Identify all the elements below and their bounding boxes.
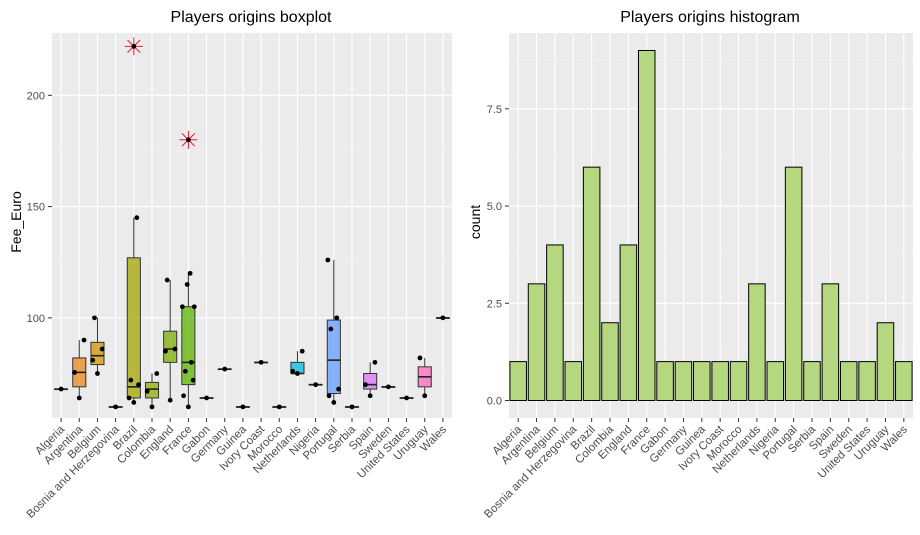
- data-point: [149, 404, 155, 410]
- histogram-y-axis-label: count: [467, 205, 483, 239]
- data-point: [58, 386, 64, 392]
- y-tick-label: 2.5: [487, 298, 502, 310]
- data-point: [113, 404, 119, 410]
- histogram-bar: [527, 283, 546, 402]
- histogram-panel: Players origins histogram count 0.0 2.5 5.…: [467, 9, 913, 521]
- plot-background: [509, 33, 913, 418]
- data-point: [90, 357, 96, 363]
- data-point: [144, 388, 150, 394]
- histogram-bar: [674, 361, 693, 402]
- data-point: [172, 346, 178, 352]
- data-point: [72, 369, 77, 375]
- data-point: [154, 371, 160, 376]
- data-point: [331, 400, 337, 405]
- histogram-bar: [858, 361, 876, 402]
- histogram-bar: [766, 361, 785, 402]
- data-point: [126, 395, 132, 401]
- data-point: [128, 377, 134, 383]
- data-point: [134, 215, 140, 221]
- data-point: [204, 395, 209, 401]
- box-body: [326, 319, 341, 395]
- histogram-title: Players origins histogram: [620, 9, 800, 26]
- data-point: [99, 346, 105, 352]
- data-point: [164, 277, 170, 283]
- data-point: [184, 282, 190, 287]
- data-point: [240, 404, 246, 410]
- data-point: [180, 304, 185, 310]
- y-tick-label: 5.0: [487, 201, 502, 213]
- histogram-bar: [803, 361, 821, 402]
- histogram-bar: [821, 283, 840, 402]
- boxplot-y-axis-label: Fee_Euro: [8, 191, 24, 253]
- data-point: [326, 393, 332, 399]
- histogram-bar: [619, 244, 638, 401]
- histogram-bar: [784, 166, 803, 401]
- outlier-point: [185, 137, 191, 143]
- data-point: [417, 355, 423, 361]
- boxplot-panel: Players origins boxplot Fee_Euro 100 150 2…: [8, 9, 452, 521]
- data-point: [336, 386, 341, 392]
- histogram-bar: [546, 244, 564, 401]
- histogram-bar: [601, 322, 619, 402]
- data-point: [182, 368, 188, 374]
- data-point: [363, 382, 368, 388]
- histogram-bar: [839, 361, 858, 402]
- data-point: [328, 326, 334, 332]
- histogram-bar: [748, 283, 766, 402]
- data-point: [334, 315, 340, 321]
- data-point: [404, 395, 409, 401]
- data-point: [136, 382, 141, 388]
- data-point: [76, 395, 82, 401]
- histogram-bar: [637, 50, 656, 401]
- data-point: [349, 404, 355, 410]
- data-point: [313, 382, 319, 388]
- data-point: [258, 359, 264, 365]
- data-point: [422, 393, 428, 399]
- data-point: [276, 404, 282, 410]
- y-tick-label: 150: [27, 202, 45, 214]
- boxplot-title: Players origins boxplot: [171, 9, 333, 26]
- histogram-bar: [564, 361, 583, 402]
- box-body: [181, 306, 196, 386]
- data-point: [92, 315, 97, 321]
- data-point: [290, 368, 296, 374]
- data-point: [81, 337, 87, 343]
- histogram-bar: [582, 166, 601, 401]
- y-tick-label: 0.0: [487, 396, 502, 408]
- data-point: [191, 304, 197, 310]
- data-point: [131, 400, 137, 405]
- box-body: [126, 257, 141, 399]
- histogram-bar: [729, 361, 748, 402]
- data-point: [222, 366, 228, 372]
- histogram-bar: [693, 361, 711, 402]
- data-point: [325, 257, 331, 263]
- data-point: [367, 393, 373, 399]
- data-point: [190, 377, 196, 383]
- data-point: [185, 404, 191, 410]
- data-point: [372, 359, 378, 365]
- data-point: [95, 371, 100, 376]
- data-point: [299, 348, 305, 354]
- data-point: [163, 348, 168, 354]
- histogram-bar: [656, 361, 674, 402]
- y-tick-label: 100: [27, 313, 45, 325]
- data-point: [188, 359, 194, 365]
- outlier-point: [131, 43, 137, 49]
- data-point: [385, 384, 391, 390]
- data-point: [187, 270, 193, 276]
- histogram-bar: [509, 361, 527, 402]
- histogram-bar: [876, 322, 895, 402]
- data-point: [167, 397, 173, 403]
- histogram-bar: [711, 361, 729, 402]
- plot-background: [52, 33, 452, 418]
- y-tick-label: 7.5: [487, 104, 502, 116]
- box-body: [163, 330, 178, 363]
- data-point: [181, 393, 187, 399]
- y-tick-label: 200: [27, 90, 45, 102]
- data-point: [440, 315, 446, 321]
- histogram-bar: [895, 361, 913, 402]
- data-point: [295, 371, 300, 376]
